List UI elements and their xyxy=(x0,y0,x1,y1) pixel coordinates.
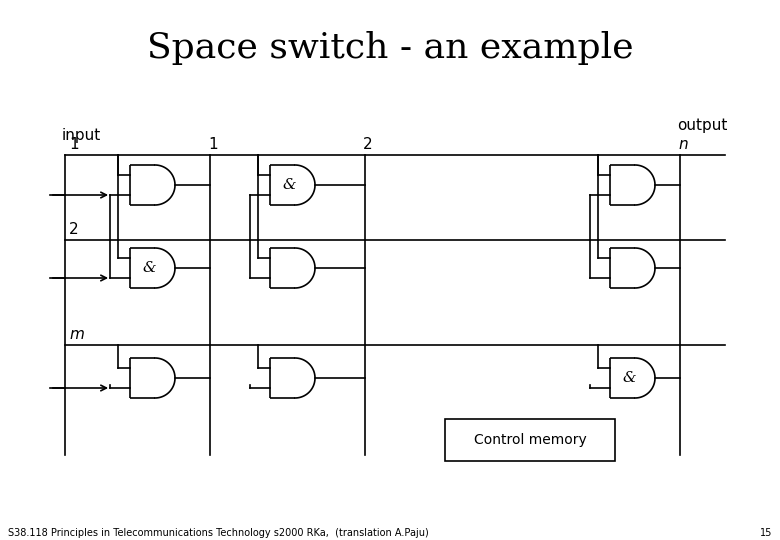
Text: S38.118 Principles in Telecommunications Technology s2000 RKa,  (translation A.P: S38.118 Principles in Telecommunications… xyxy=(8,528,429,538)
Text: &: & xyxy=(622,371,636,385)
Text: 1: 1 xyxy=(69,137,79,152)
Text: n: n xyxy=(678,137,688,152)
Text: &: & xyxy=(142,261,155,275)
Text: 2: 2 xyxy=(363,137,373,152)
Text: 15: 15 xyxy=(760,528,772,538)
Bar xyxy=(445,419,615,461)
Text: m: m xyxy=(69,327,84,342)
Text: 1: 1 xyxy=(208,137,218,152)
Text: &: & xyxy=(282,178,296,192)
Text: 2: 2 xyxy=(69,222,79,237)
Text: Space switch - an example: Space switch - an example xyxy=(147,31,633,65)
Text: input: input xyxy=(62,128,101,143)
Text: output: output xyxy=(676,118,727,133)
Text: Control memory: Control memory xyxy=(473,433,587,447)
